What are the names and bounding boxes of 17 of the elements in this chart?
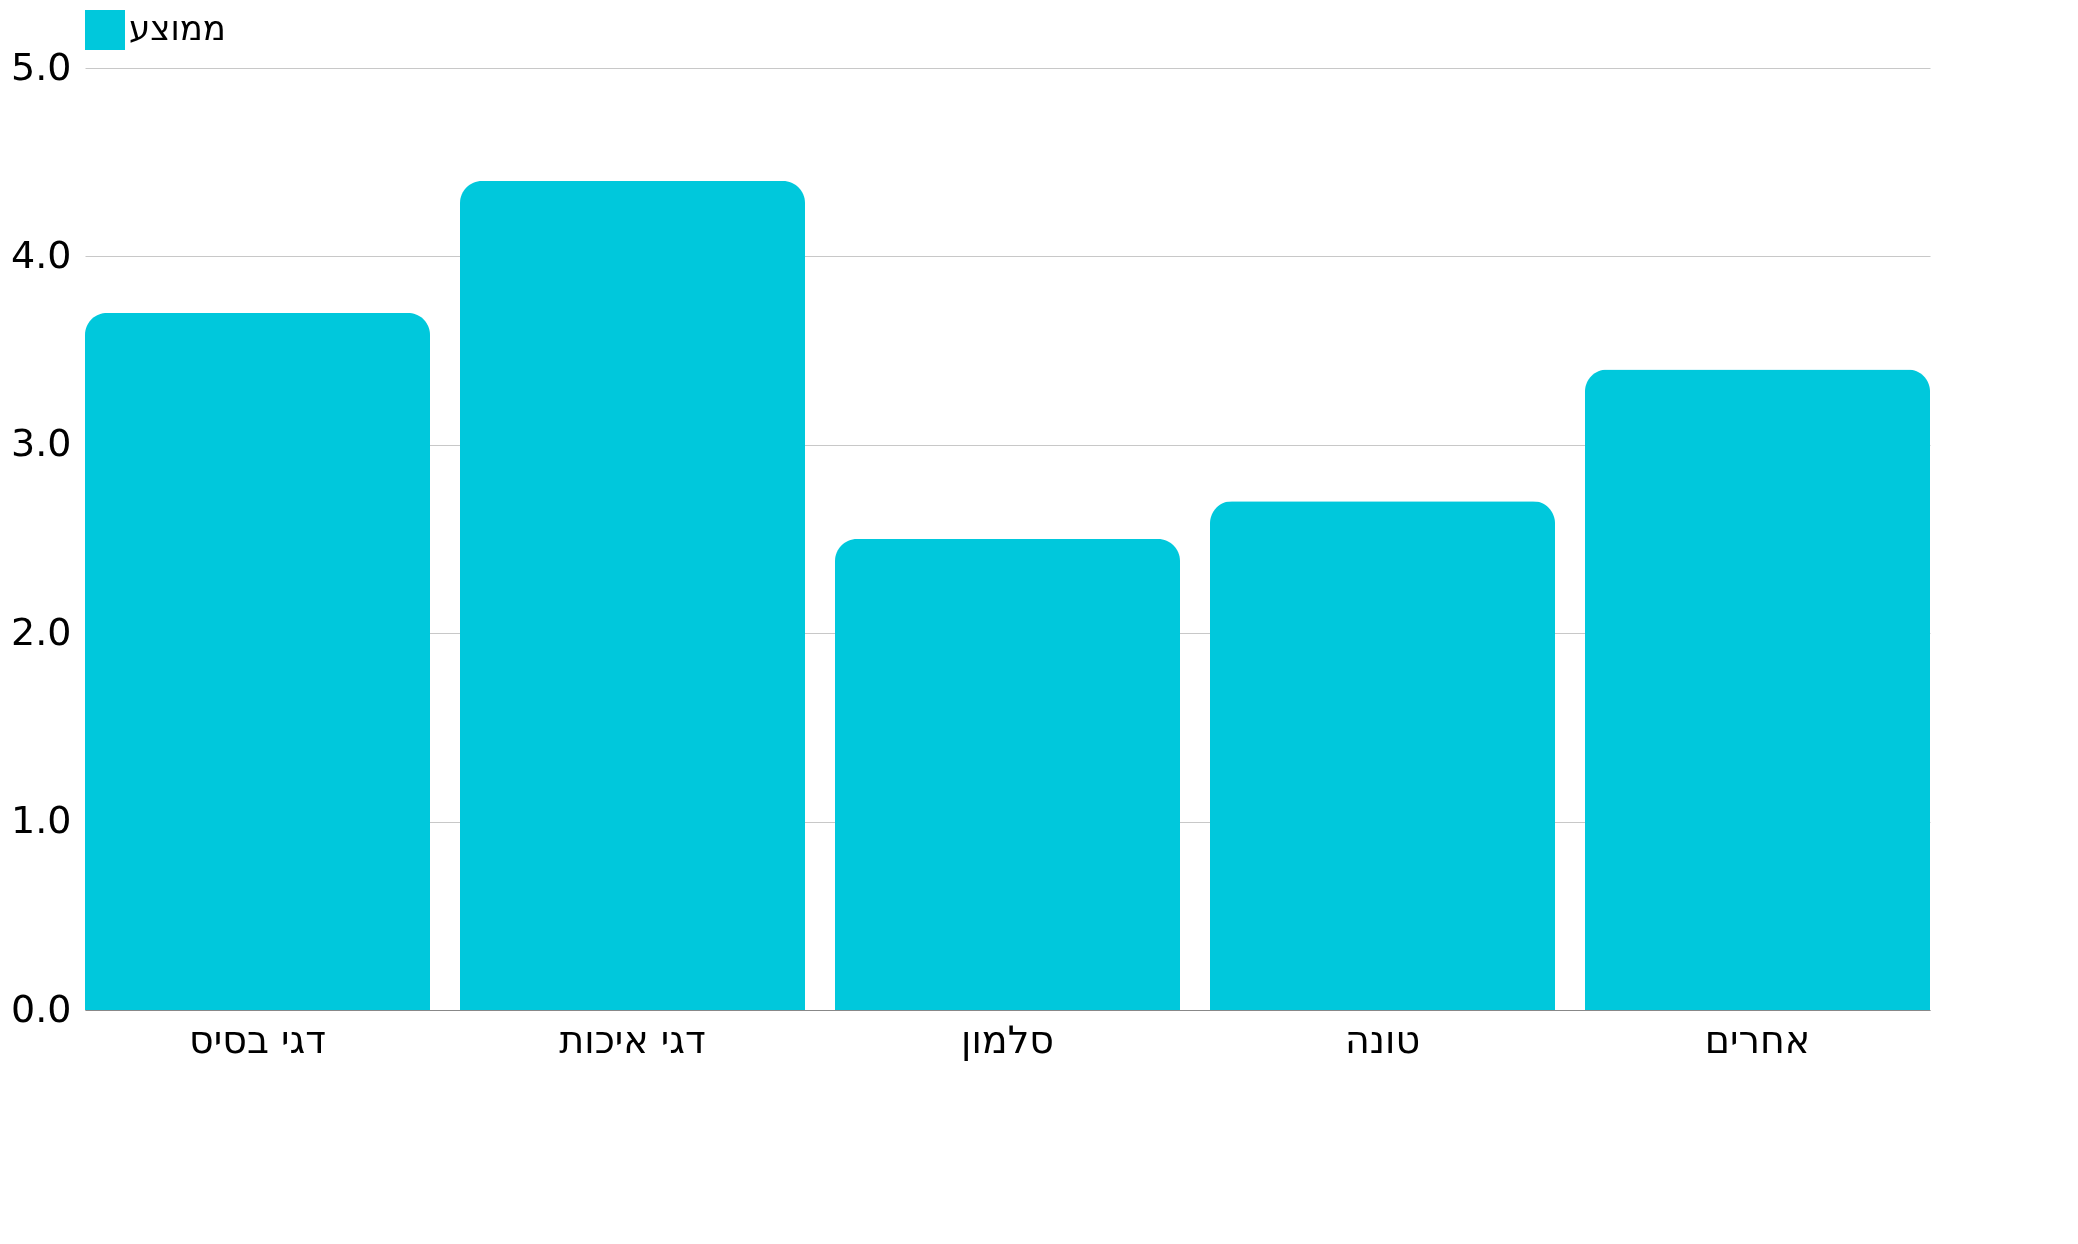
x-tick-label: טונה — [1344, 1017, 1421, 1062]
x-tick-label: אחרים — [1704, 1017, 1811, 1062]
legend-label: ממוצע — [129, 8, 226, 48]
x-tick-label: סלמון — [961, 1017, 1054, 1062]
x-tick-label: דגי בסיס — [189, 1017, 326, 1062]
bar — [1210, 501, 1555, 1010]
y-tick-label: 2.0 — [11, 609, 72, 654]
y-tick-label: 4.0 — [11, 232, 72, 277]
bar — [85, 312, 430, 1010]
y-tick-label: 1.0 — [11, 798, 72, 843]
x-tick-label: דגי איכות — [559, 1017, 706, 1062]
y-tick-label: 5.0 — [11, 44, 72, 89]
bar — [1585, 369, 1930, 1010]
bar — [460, 181, 805, 1010]
bar — [835, 539, 1180, 1010]
y-tick-label: 0.0 — [11, 986, 72, 1031]
y-tick-label: 3.0 — [11, 421, 72, 466]
